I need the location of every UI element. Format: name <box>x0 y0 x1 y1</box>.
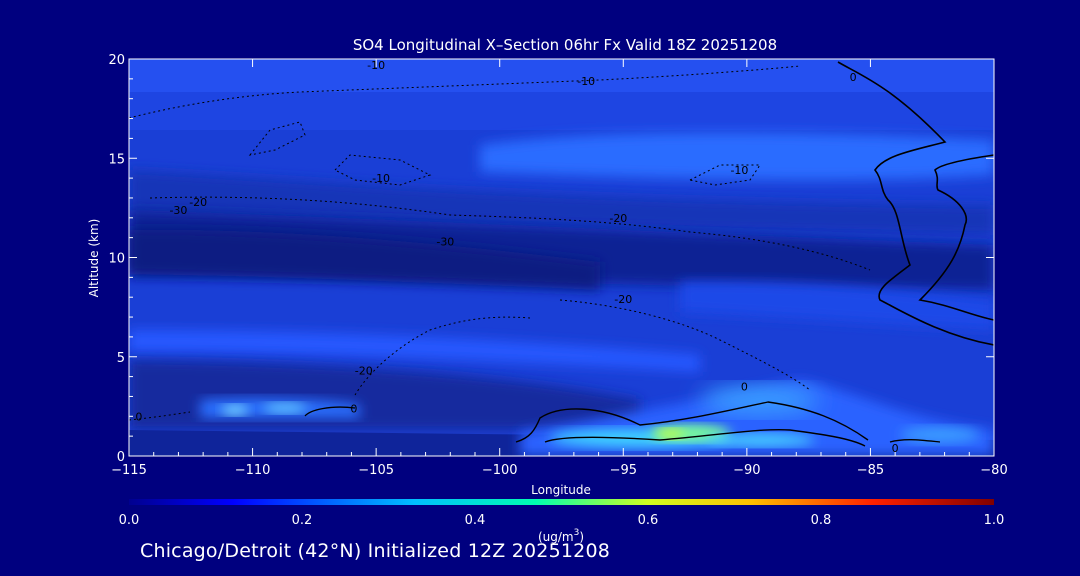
x-axis-label: Longitude <box>531 483 591 497</box>
colorbar-tick-label: 0.6 <box>638 513 659 528</box>
chart-title: SO4 Longitudinal X–Section 06hr Fx Valid… <box>353 36 777 54</box>
y-axis-label: Altitude (km) <box>87 219 101 298</box>
x-tick-label: −100 <box>482 463 518 478</box>
footer-caption: Chicago/Detroit (42°N) Initialized 12Z 2… <box>140 540 611 562</box>
x-tick-label: −85 <box>857 463 884 478</box>
y-tick-label: 20 <box>108 53 125 68</box>
x-tick-label: −105 <box>358 463 394 478</box>
colorbar-ticks: 0.0 0.2 0.4 0.6 0.8 1.0 <box>119 513 1005 528</box>
contour-label: 0 <box>135 410 142 423</box>
contour-label: 0 <box>850 71 857 84</box>
x-tick-label: −115 <box>111 463 147 478</box>
x-axis: −115 −110 −105 −100 −95 −90 −85 −80 <box>111 59 1008 478</box>
x-tick-label: −110 <box>235 463 271 478</box>
concentration-field <box>129 59 994 456</box>
x-tick-label: −90 <box>733 463 760 478</box>
contour-label: 0 <box>350 402 357 415</box>
contour-label: -20 <box>189 196 207 209</box>
y-tick-label: 15 <box>108 152 125 167</box>
colorbar-units-sup: 3 <box>574 528 580 538</box>
colorbar-units-close: ) <box>579 530 584 544</box>
x-tick-label: −80 <box>980 463 1007 478</box>
colorbar-units: (ug/m3) <box>538 528 584 544</box>
colorbar-tick-label: 0.4 <box>465 513 486 528</box>
contour-label: -30 <box>436 236 454 249</box>
y-axis: 0 5 10 15 20 <box>108 53 994 465</box>
contour-label: -10 <box>372 172 390 185</box>
y-tick-label: 0 <box>117 450 125 465</box>
contour-label: -30 <box>169 204 187 217</box>
contour-label: -20 <box>355 365 373 378</box>
contour-label: 0 <box>741 381 748 394</box>
colorbar-units-open: (ug/m <box>538 530 574 544</box>
contour-lines <box>129 61 994 447</box>
contour-label: -10 <box>577 75 595 88</box>
contour-label: -20 <box>609 212 627 225</box>
contour-label: -10 <box>730 164 748 177</box>
y-tick-label: 10 <box>108 252 125 267</box>
colorbar-tick-label: 0.2 <box>292 513 313 528</box>
colorbar-tick-label: 0.8 <box>811 513 832 528</box>
colorbar <box>129 499 994 505</box>
contour-label: 0 <box>892 442 899 455</box>
x-tick-label: −95 <box>610 463 637 478</box>
y-tick-label: 5 <box>117 351 125 366</box>
contour-label: -20 <box>614 293 632 306</box>
colorbar-tick-label: 1.0 <box>984 513 1005 528</box>
colorbar-tick-label: 0.0 <box>119 513 140 528</box>
